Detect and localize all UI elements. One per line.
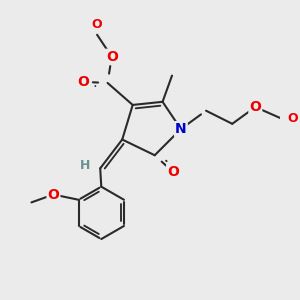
Text: O: O <box>77 75 89 89</box>
Text: O: O <box>92 17 102 31</box>
Text: O: O <box>47 188 59 202</box>
Text: H: H <box>80 159 91 172</box>
Text: N: N <box>175 122 187 136</box>
Text: O: O <box>288 112 298 125</box>
Text: O: O <box>249 100 261 114</box>
Text: O: O <box>167 165 179 179</box>
Text: O: O <box>106 50 118 64</box>
